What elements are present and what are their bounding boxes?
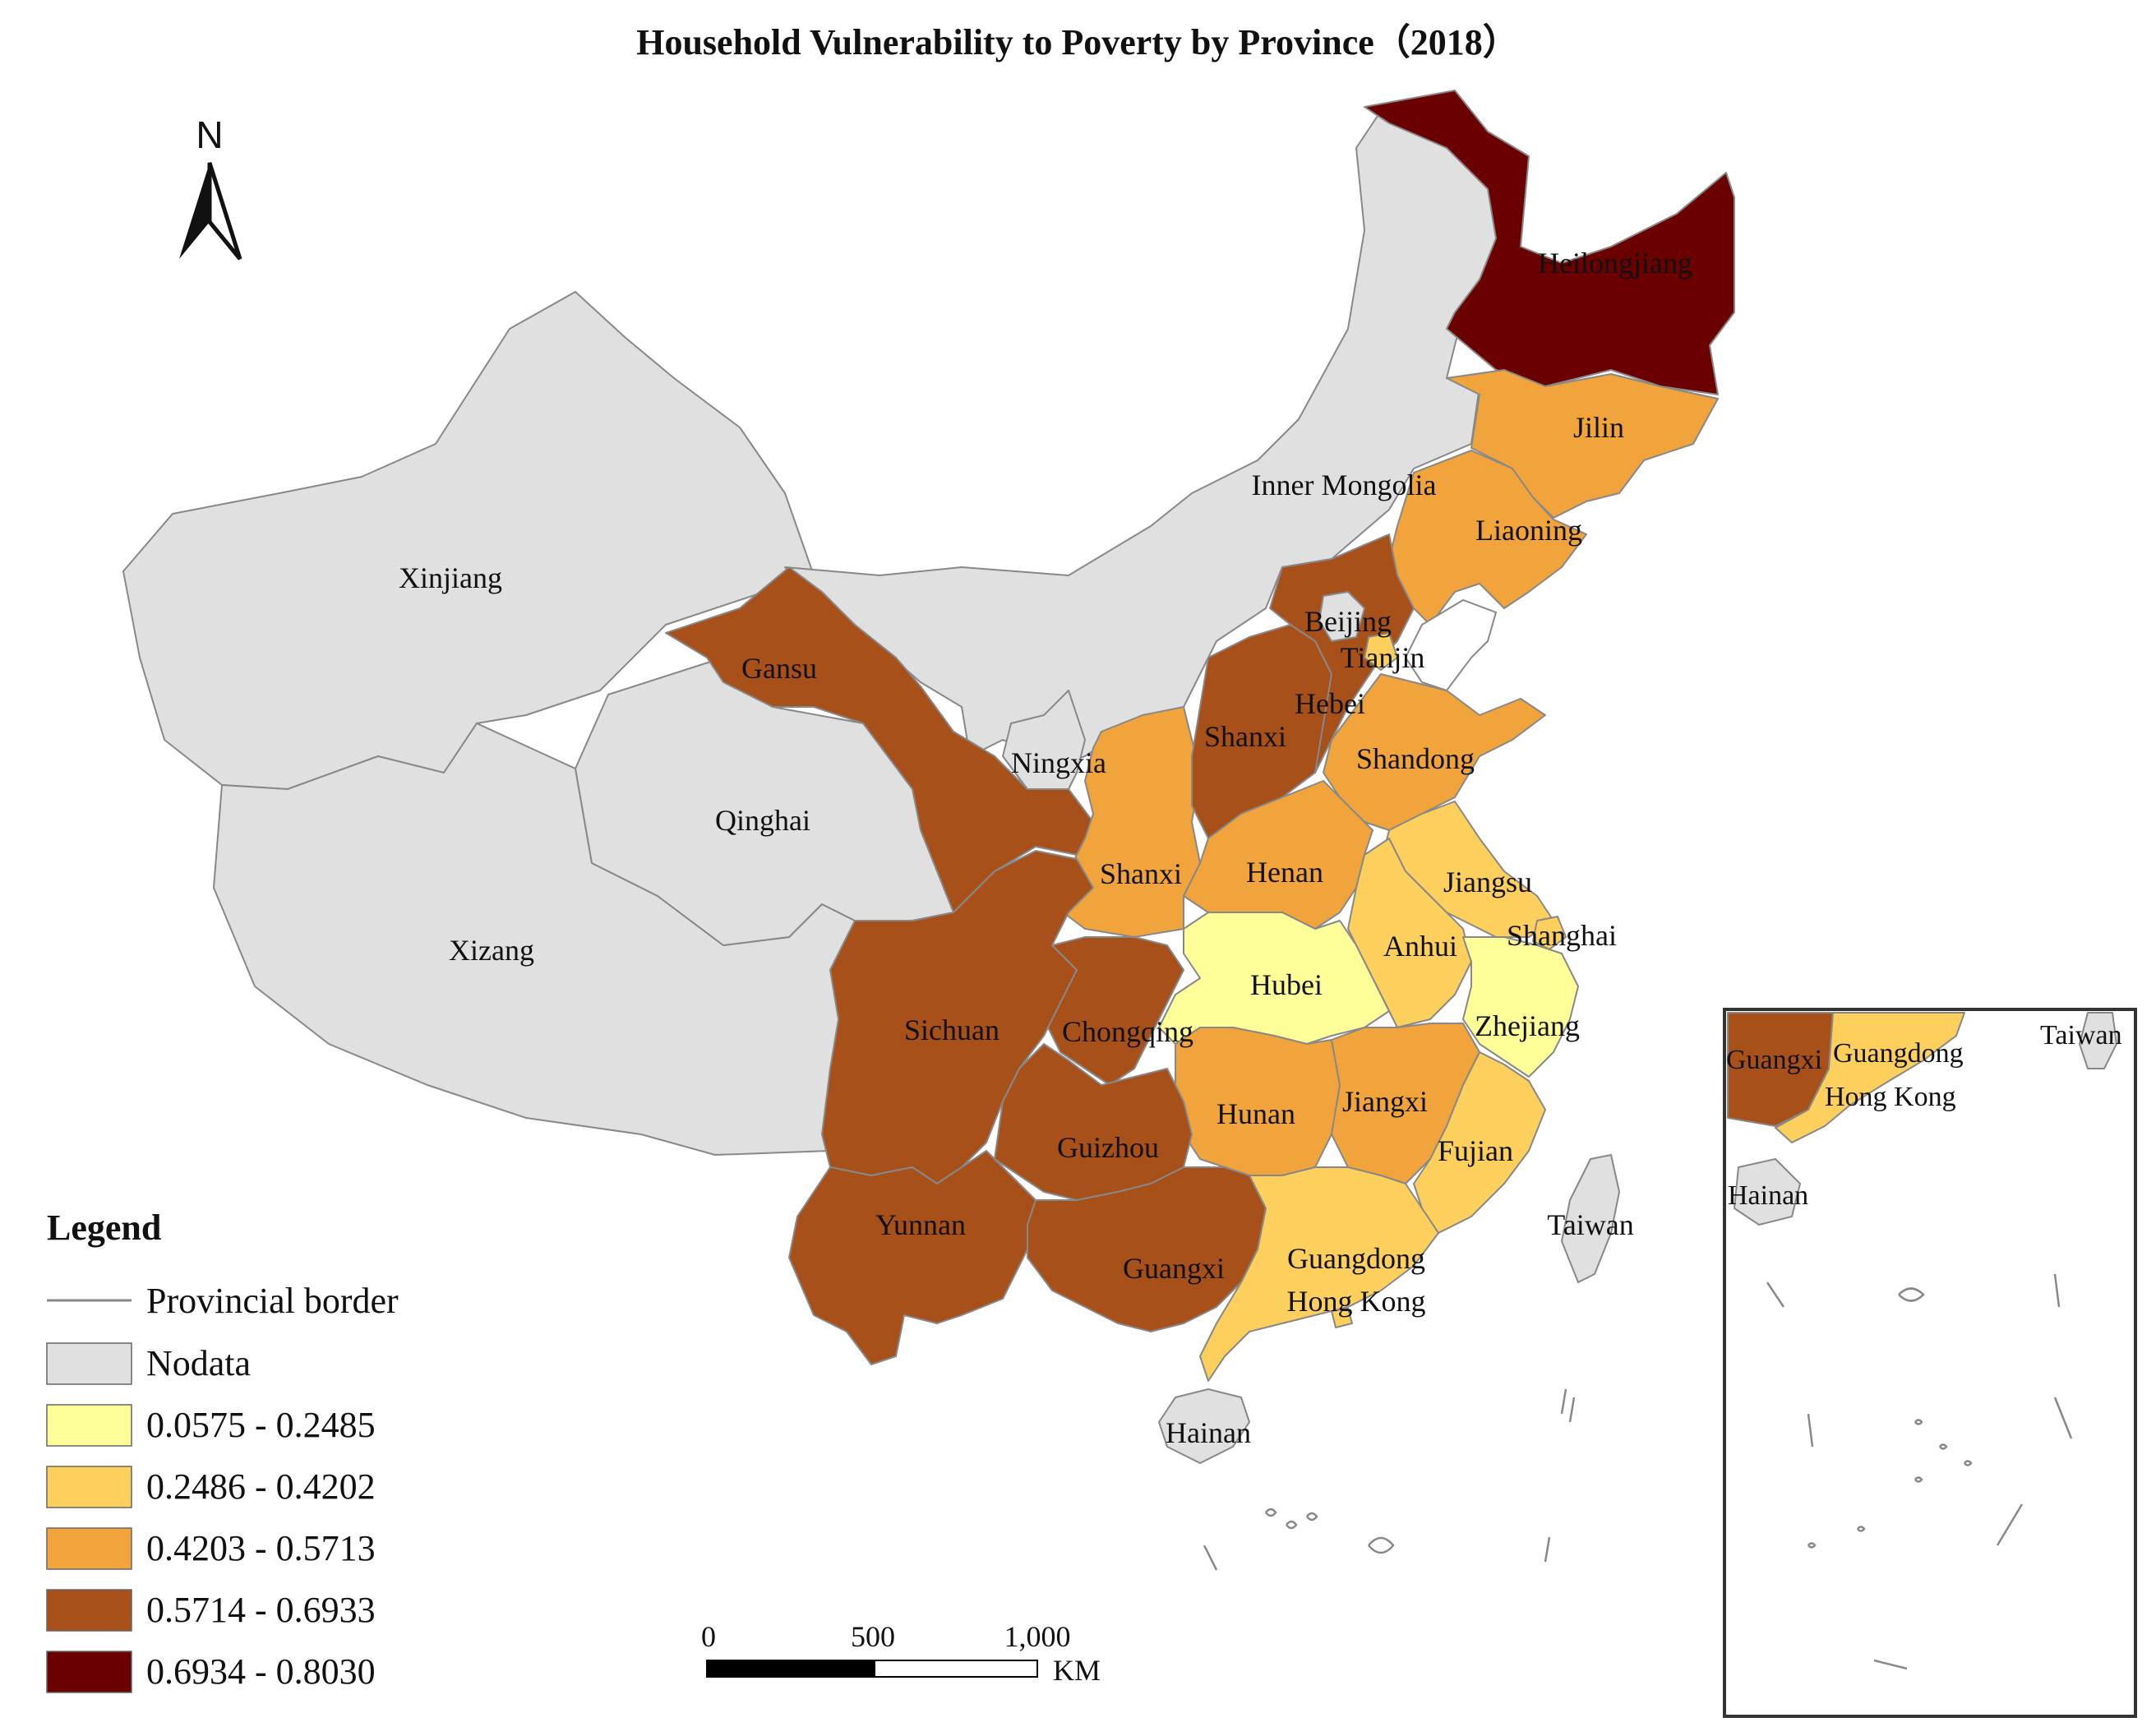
province-anhui[interactable]: [1347, 838, 1472, 1028]
scale-bar: 0 500 1,000 KM: [701, 1620, 1101, 1687]
inset-label-hong-kong: Hong Kong: [1825, 1082, 1956, 1112]
label-beijing: Beijing: [1304, 605, 1392, 638]
province-hunan[interactable]: [1175, 1027, 1341, 1176]
label-henan: Henan: [1246, 856, 1323, 889]
label-shanxi: Shanxi: [1204, 720, 1286, 753]
province-hubei[interactable]: [1158, 912, 1390, 1045]
label-shandong: Shandong: [1356, 742, 1475, 775]
province-labels: Heilongjiang Jilin Liaoning Inner Mongol…: [399, 247, 1692, 1449]
label-jiangsu: Jiangsu: [1443, 866, 1532, 898]
scale-tick-1: 500: [851, 1620, 895, 1653]
province-yunnan[interactable]: [788, 1150, 1036, 1365]
inset-label-guangdong: Guangdong: [1833, 1038, 1964, 1069]
label-shaanxi: Shanxi: [1100, 857, 1182, 890]
legend-swatch-nodata: [46, 1342, 132, 1385]
province-guizhou[interactable]: [994, 1043, 1193, 1201]
province-hebei[interactable]: [1269, 533, 1415, 773]
province-gansu[interactable]: [665, 566, 1094, 913]
south-sea-islands: [1203, 1388, 1576, 1571]
province-inner-mongolia[interactable]: [784, 110, 1505, 765]
label-hong-kong: Hong Kong: [1287, 1285, 1426, 1318]
legend: Legend Provincial border Nodata 0.0575 -…: [46, 1208, 399, 1693]
legend-swatch-4: [46, 1589, 132, 1632]
label-jiangxi: Jiangxi: [1342, 1085, 1428, 1118]
province-tianjin[interactable]: [1364, 632, 1398, 671]
legend-swatch-3: [46, 1527, 132, 1570]
label-guangxi: Guangxi: [1123, 1252, 1225, 1285]
legend-item-1: Nodata: [146, 1343, 251, 1383]
legend-item-5: 0.5714 - 0.6933: [146, 1590, 376, 1630]
inset-taiwan: [2079, 1012, 2117, 1069]
bohai-sea: [1404, 598, 1498, 692]
province-hong-kong[interactable]: [1331, 1308, 1353, 1328]
province-henan[interactable]: [1183, 780, 1373, 930]
province-fujian[interactable]: [1413, 1051, 1546, 1234]
legend-swatch-1: [46, 1404, 132, 1447]
label-sichuan: Sichuan: [904, 1014, 1000, 1046]
label-jilin: Jilin: [1573, 411, 1624, 444]
province-chongqing[interactable]: [1047, 936, 1184, 1086]
label-gansu: Gansu: [741, 652, 817, 685]
legend-swatch-5: [46, 1651, 132, 1693]
legend-title: Legend: [47, 1208, 161, 1248]
label-qinghai: Qinghai: [715, 804, 810, 837]
label-liaoning: Liaoning: [1475, 514, 1582, 547]
province-ningxia[interactable]: [1002, 690, 1086, 790]
label-chongqing: Chongqing: [1062, 1015, 1193, 1048]
inset-hainan: [1734, 1158, 1801, 1226]
province-heilongjiang[interactable]: [1364, 90, 1735, 395]
label-guangdong: Guangdong: [1287, 1242, 1425, 1275]
label-yunnan: Yunnan: [875, 1208, 966, 1241]
label-fujian: Fujian: [1438, 1134, 1513, 1167]
province-beijing[interactable]: [1318, 591, 1365, 642]
legend-item-6: 0.6934 - 0.8030: [146, 1651, 376, 1692]
label-inner-mongolia: Inner Mongolia: [1252, 469, 1437, 501]
label-tianjin: Tianjin: [1341, 641, 1425, 674]
province-taiwan[interactable]: [1561, 1154, 1620, 1283]
label-hebei: Hebei: [1295, 687, 1365, 720]
label-anhui: Anhui: [1383, 930, 1457, 963]
legend-item-4: 0.4203 - 0.5713: [146, 1528, 376, 1568]
inset-map: Taiwan Guangxi Guangdong Hong Kong Haina…: [1723, 1008, 2137, 1718]
inset-label-guangxi: Guangxi: [1726, 1045, 1822, 1075]
label-zhejiang: Zhejiang: [1475, 1009, 1580, 1042]
province-jilin[interactable]: [1446, 369, 1719, 519]
north-arrow-icon: N: [179, 113, 242, 261]
scale-tick-0: 0: [701, 1620, 716, 1653]
inset-guangdong: [1775, 1012, 1965, 1143]
label-shanghai: Shanghai: [1507, 919, 1617, 952]
label-guizhou: Guizhou: [1057, 1131, 1159, 1164]
legend-item-0: Provincial border: [146, 1281, 399, 1321]
label-hainan: Hainan: [1166, 1416, 1251, 1449]
north-arrow-label: N: [196, 113, 223, 156]
label-heilongjiang: Heilongjiang: [1538, 247, 1692, 279]
map-title: Household Vulnerability to Poverty by Pr…: [636, 22, 1519, 62]
inset-label-taiwan: Taiwan: [2040, 1020, 2122, 1051]
legend-swatch-2: [46, 1466, 132, 1508]
label-taiwan: Taiwan: [1547, 1208, 1633, 1241]
label-xizang: Xizang: [449, 934, 534, 967]
legend-item-2: 0.0575 - 0.2485: [146, 1405, 376, 1445]
province-shanghai[interactable]: [1532, 916, 1567, 950]
label-hunan: Hunan: [1217, 1097, 1295, 1130]
legend-item-3: 0.2486 - 0.4202: [146, 1466, 376, 1507]
province-hainan[interactable]: [1158, 1388, 1250, 1464]
label-hubei: Hubei: [1250, 968, 1323, 1001]
scale-tick-2: 1,000: [1004, 1620, 1071, 1653]
scale-unit: KM: [1053, 1654, 1101, 1687]
label-ningxia: Ningxia: [1011, 746, 1106, 779]
province-layer: [122, 90, 1735, 1464]
label-xinjiang: Xinjiang: [399, 561, 502, 594]
inset-label-hainan: Hainan: [1728, 1180, 1808, 1211]
province-zhejiang[interactable]: [1462, 936, 1579, 1078]
